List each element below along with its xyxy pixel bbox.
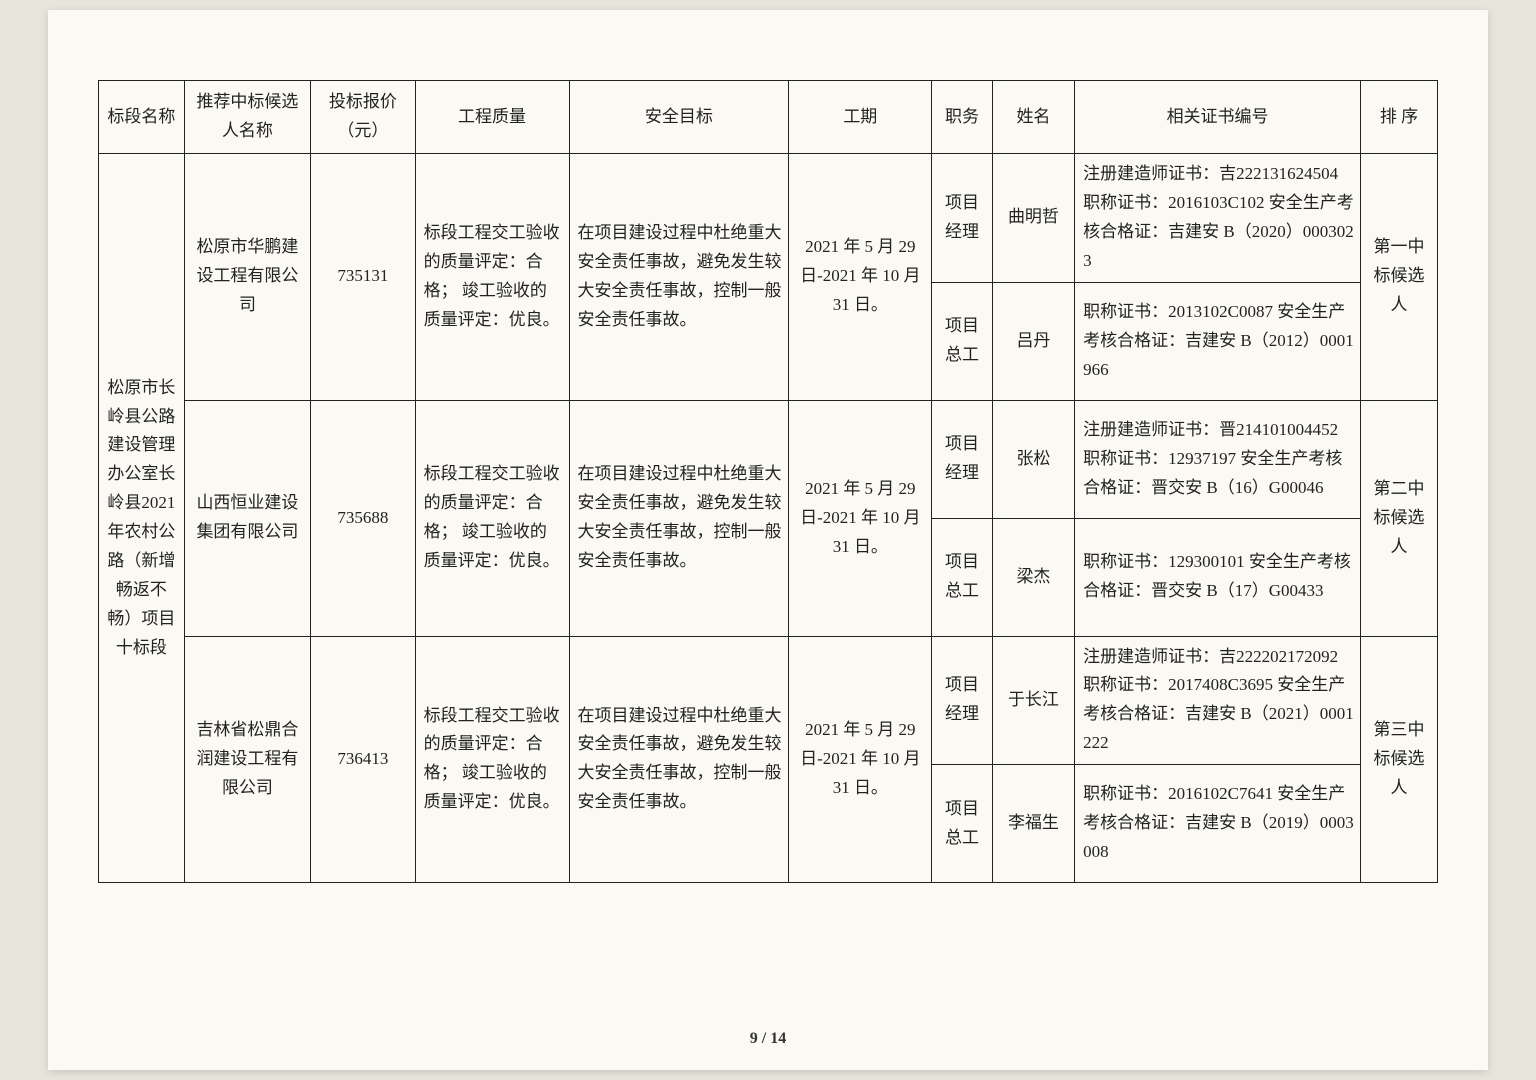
table-header-row: 标段名称 推荐中标候选人名称 投标报价（元） 工程质量 安全目标 工期 职务 姓… [99,81,1438,154]
th-period: 工期 [789,81,932,154]
page-current: 9 [750,1030,758,1047]
cell-rank: 第一中标候选人 [1360,154,1437,401]
th-name: 姓名 [992,81,1074,154]
cell-price: 735688 [311,400,415,636]
cell-price: 736413 [311,636,415,883]
cell-role: 项目总工 [932,282,992,400]
cell-role: 项目总工 [932,518,992,636]
cell-period: 2021 年 5 月 29 日-2021 年 10 月 31 日。 [789,636,932,883]
cell-quality: 标段工程交工验收的质量评定：合格； 竣工验收的质量评定：优良。 [415,400,569,636]
cell-quality: 标段工程交工验收的质量评定：合格； 竣工验收的质量评定：优良。 [415,636,569,883]
cell-period: 2021 年 5 月 29 日-2021 年 10 月 31 日。 [789,400,932,636]
cell-name: 梁杰 [992,518,1074,636]
th-quality: 工程质量 [415,81,569,154]
th-cert: 相关证书编号 [1075,81,1361,154]
th-candidate: 推荐中标候选人名称 [184,81,310,154]
table-row: 吉林省松鼎合润建设工程有限公司 736413 标段工程交工验收的质量评定：合格；… [99,636,1438,765]
cell-period: 2021 年 5 月 29 日-2021 年 10 月 31 日。 [789,154,932,401]
cell-safety: 在项目建设过程中杜绝重大安全责任事故，避免发生较大安全责任事故，控制一般安全责任… [569,636,789,883]
cell-cert: 职称证书：129300101 安全生产考核合格证：晋交安 B（17）G00433 [1075,518,1361,636]
cell-rank: 第二中标候选人 [1360,400,1437,636]
cell-safety: 在项目建设过程中杜绝重大安全责任事故，避免发生较大安全责任事故，控制一般安全责任… [569,154,789,401]
cell-name: 于长江 [992,636,1074,765]
cell-cert: 职称证书：2016102C7641 安全生产考核合格证：吉建安 B（2019）0… [1075,765,1361,883]
cell-cert: 注册建造师证书：吉222202172092 职称证书：2017408C3695 … [1075,636,1361,765]
page-number: 9 / 14 [48,1030,1488,1048]
cell-role: 项目经理 [932,154,992,283]
th-role: 职务 [932,81,992,154]
th-section: 标段名称 [99,81,185,154]
cell-cert: 注册建造师证书：吉222131624504 职称证书：2016103C102 安… [1075,154,1361,283]
cell-section-name: 松原市长岭县公路建设管理办公室长岭县2021年农村公路（新增畅返不畅）项目十标段 [99,154,185,883]
cell-name: 李福生 [992,765,1074,883]
cell-role: 项目经理 [932,400,992,518]
cell-name: 张松 [992,400,1074,518]
cell-candidate: 松原市华鹏建设工程有限公司 [184,154,310,401]
document-page: 标段名称 推荐中标候选人名称 投标报价（元） 工程质量 安全目标 工期 职务 姓… [48,10,1488,1070]
cell-name: 曲明哲 [992,154,1074,283]
table-row: 松原市长岭县公路建设管理办公室长岭县2021年农村公路（新增畅返不畅）项目十标段… [99,154,1438,283]
cell-role: 项目经理 [932,636,992,765]
cell-safety: 在项目建设过程中杜绝重大安全责任事故，避免发生较大安全责任事故，控制一般安全责任… [569,400,789,636]
cell-price: 735131 [311,154,415,401]
page-total: 14 [770,1030,786,1047]
cell-rank: 第三中标候选人 [1360,636,1437,883]
table-row: 山西恒业建设集团有限公司 735688 标段工程交工验收的质量评定：合格； 竣工… [99,400,1438,518]
th-rank: 排 序 [1360,81,1437,154]
cell-quality: 标段工程交工验收的质量评定：合格； 竣工验收的质量评定：优良。 [415,154,569,401]
cell-name: 吕丹 [992,282,1074,400]
cell-candidate: 山西恒业建设集团有限公司 [184,400,310,636]
th-safety: 安全目标 [569,81,789,154]
cell-candidate: 吉林省松鼎合润建设工程有限公司 [184,636,310,883]
cell-cert: 职称证书：2013102C0087 安全生产考核合格证：吉建安 B（2012）0… [1075,282,1361,400]
cell-cert: 注册建造师证书：晋214101004452 职称证书：12937197 安全生产… [1075,400,1361,518]
bid-candidates-table: 标段名称 推荐中标候选人名称 投标报价（元） 工程质量 安全目标 工期 职务 姓… [98,80,1438,883]
th-price: 投标报价（元） [311,81,415,154]
cell-role: 项目总工 [932,765,992,883]
